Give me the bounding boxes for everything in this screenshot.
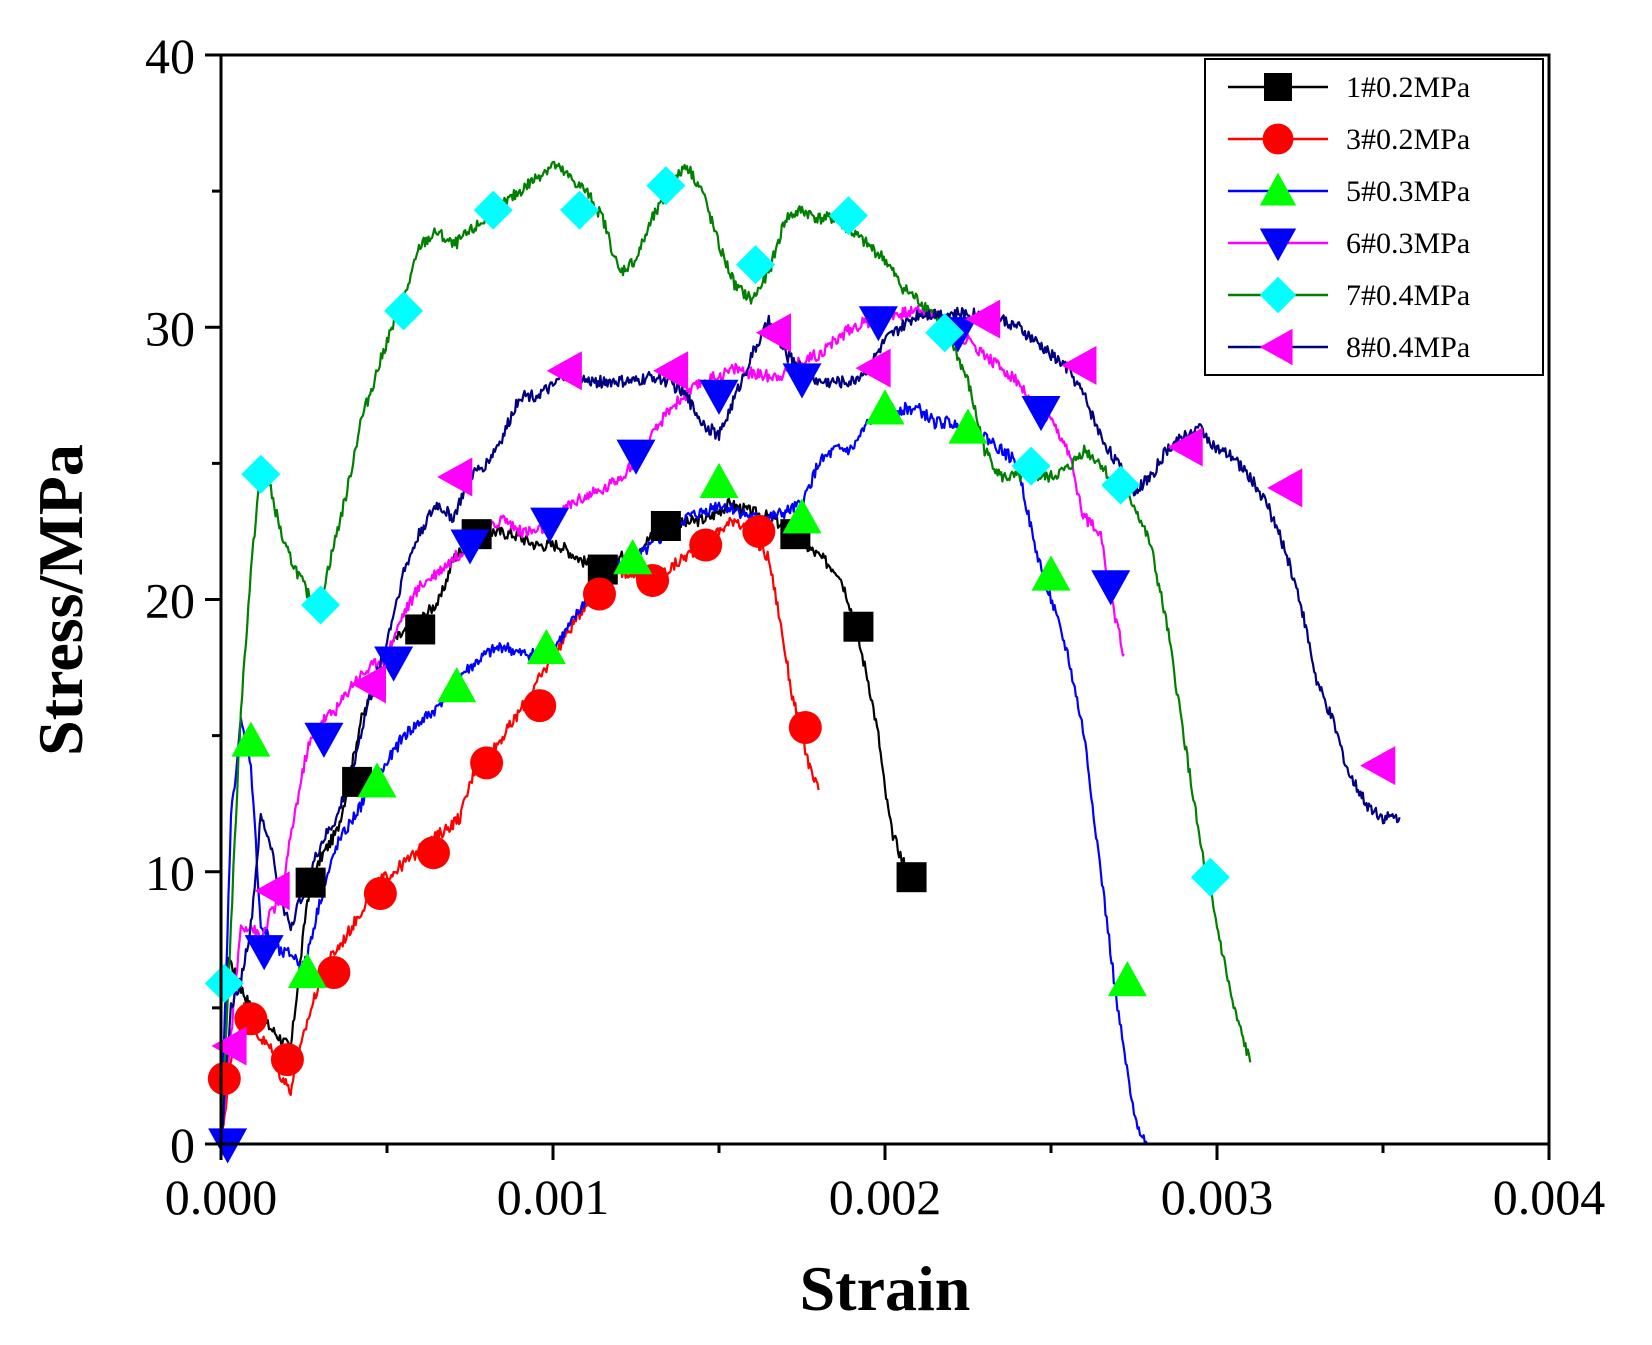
series-marker-1 [896, 862, 927, 893]
legend-label: 8#0.4MPa [1346, 331, 1470, 364]
series-marker-6 [546, 351, 582, 391]
series-marker-5 [301, 585, 341, 625]
x-tick-label: 0.002 [829, 1169, 942, 1225]
series-marker-4 [450, 529, 490, 565]
series-marker-5 [736, 245, 776, 285]
y-tick-label: 40 [145, 28, 195, 84]
series-marker-3 [526, 629, 566, 665]
series-marker-3 [1107, 961, 1147, 997]
series-marker-6 [254, 871, 290, 911]
series-marker-1 [650, 510, 681, 541]
series-marker-1 [405, 614, 436, 645]
series-marker-3 [287, 952, 327, 989]
series-marker-3 [613, 539, 653, 575]
y-axis-title: Stress/MPa [25, 444, 96, 756]
legend: 1#0.2MPa 3#0.2MPa 5#0.3MPa 6#0.3MPa 7#0.4MPa… [1204, 58, 1544, 376]
x-tick-label: 0.000 [165, 1169, 278, 1225]
series-marker-4 [244, 935, 284, 971]
x-tick-label: 0.001 [497, 1169, 610, 1225]
legend-marker [1259, 328, 1293, 366]
series-marker-4 [858, 306, 898, 342]
x-axis-title: Strain [800, 1253, 971, 1324]
legend-marker [1264, 73, 1292, 101]
series-marker-6 [755, 313, 792, 353]
series-marker-6 [350, 664, 386, 704]
series-marker-6 [653, 351, 689, 391]
series-marker-1 [843, 611, 874, 642]
series-marker-3 [437, 667, 477, 703]
series-marker-4 [1021, 396, 1061, 432]
series-marker-6 [1267, 468, 1303, 508]
series-marker-2 [234, 1002, 268, 1036]
series-marker-3 [699, 462, 739, 499]
series-marker-5 [828, 196, 868, 236]
series-marker-5 [560, 190, 600, 230]
series-marker-4 [374, 646, 414, 682]
series-marker-4 [616, 439, 656, 475]
series-marker-6 [437, 457, 473, 497]
series-marker-4 [1091, 570, 1131, 606]
legend-items: 1#0.2MPa 3#0.2MPa 5#0.3MPa 6#0.3MPa 7#0.4MPa… [1228, 71, 1470, 366]
series-marker-1 [295, 867, 326, 898]
series-marker-5 [384, 291, 424, 331]
y-tick-label: 0 [170, 1117, 195, 1173]
series-marker-2 [523, 689, 557, 723]
legend-label: 7#0.4MPa [1346, 279, 1470, 312]
series-marker-5 [1190, 857, 1230, 897]
series-marker-5 [1011, 446, 1051, 486]
series-marker-5 [1101, 465, 1141, 505]
series-marker-5 [646, 166, 686, 206]
x-tick-label: 0.003 [1161, 1169, 1274, 1225]
series-marker-3 [231, 721, 271, 757]
legend-label: 3#0.2MPa [1346, 123, 1470, 156]
series-marker-4 [782, 363, 822, 399]
series-marker-5 [925, 313, 965, 353]
x-tick-label: 0.004 [1493, 1169, 1606, 1225]
marker-layer [204, 166, 1396, 1164]
series-marker-3 [1031, 555, 1071, 591]
series-marker-2 [582, 577, 616, 611]
series-marker-6 [965, 299, 1001, 339]
series-marker-6 [211, 1026, 247, 1066]
series-marker-6 [855, 348, 891, 388]
legend-marker [1259, 172, 1297, 206]
series-marker-2 [788, 710, 822, 744]
series-marker-5 [473, 190, 513, 230]
series-marker-4 [304, 722, 344, 758]
series-marker-4 [699, 379, 739, 415]
series-marker-6 [1061, 345, 1097, 385]
ticks-layer: 0.000 0.001 0.002 0.003 0.004 0 10 20 30 40 [145, 28, 1605, 1225]
series-line-4 [219, 304, 1125, 1145]
series-marker-3 [357, 762, 397, 798]
series-marker-2 [470, 746, 504, 780]
legend-marker [1259, 228, 1297, 262]
series-marker-2 [742, 514, 776, 548]
legend-label: 1#0.2MPa [1346, 71, 1470, 104]
series-marker-6 [1360, 746, 1396, 786]
series-marker-6 [1167, 427, 1203, 467]
legend-marker [1262, 123, 1294, 155]
series-marker-3 [782, 498, 822, 534]
y-tick-label: 30 [145, 300, 195, 356]
series-marker-2 [363, 877, 397, 911]
y-tick-label: 10 [145, 845, 195, 901]
series-marker-4 [208, 1128, 248, 1164]
series-marker-2 [416, 836, 450, 870]
series-marker-2 [207, 1062, 241, 1096]
legend-marker [1259, 276, 1297, 314]
y-tick-label: 20 [145, 573, 195, 629]
legend-label: 6#0.3MPa [1346, 227, 1470, 260]
series-marker-2 [270, 1043, 304, 1077]
series-marker-4 [530, 507, 570, 543]
series-marker-2 [689, 528, 723, 562]
series-marker-2 [317, 955, 351, 989]
series-marker-5 [204, 963, 244, 1003]
series-marker-5 [241, 454, 281, 494]
series-marker-3 [948, 408, 988, 444]
legend-frame [1204, 58, 1544, 376]
legend-label: 5#0.3MPa [1346, 175, 1470, 208]
series-marker-3 [865, 389, 905, 425]
